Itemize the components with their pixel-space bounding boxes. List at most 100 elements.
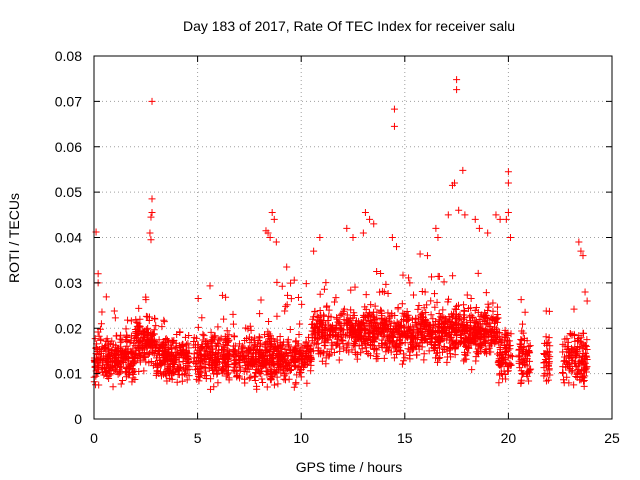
- data-point: [517, 379, 525, 387]
- data-point: [283, 301, 291, 309]
- data-point: [268, 373, 276, 381]
- data-point: [262, 363, 270, 371]
- data-point: [572, 349, 580, 357]
- data-point: [316, 290, 324, 298]
- data-point: [583, 356, 591, 364]
- data-point: [560, 379, 568, 387]
- data-point: [319, 332, 327, 340]
- data-point: [192, 366, 200, 374]
- data-point: [380, 354, 388, 362]
- data-point: [287, 295, 295, 303]
- data-point: [115, 357, 123, 365]
- data-point: [185, 349, 193, 357]
- data-point: [324, 332, 332, 340]
- data-point: [370, 346, 378, 354]
- data-point: [481, 348, 489, 356]
- data-point: [519, 329, 527, 337]
- data-point: [330, 298, 338, 306]
- data-point: [147, 357, 155, 365]
- data-point: [292, 380, 300, 388]
- data-point: [338, 326, 346, 334]
- data-point: [540, 350, 548, 358]
- data-point: [489, 307, 497, 315]
- data-point: [348, 333, 356, 341]
- data-point: [156, 343, 164, 351]
- data-point: [250, 372, 258, 380]
- data-point: [302, 338, 310, 346]
- data-point: [282, 376, 290, 384]
- y-tick-label: 0.04: [55, 230, 82, 246]
- data-point: [117, 338, 125, 346]
- data-point: [131, 354, 139, 362]
- data-point: [460, 301, 468, 309]
- data-point: [460, 357, 468, 365]
- data-point: [487, 348, 495, 356]
- data-point: [580, 329, 588, 337]
- axis-ticks: [93, 55, 613, 420]
- data-point: [221, 344, 229, 352]
- data-point: [269, 335, 277, 343]
- data-point: [474, 269, 482, 277]
- data-point: [220, 315, 228, 323]
- data-point: [377, 269, 385, 277]
- data-point: [310, 313, 318, 321]
- data-point: [520, 360, 528, 368]
- data-point: [567, 344, 575, 352]
- data-point: [435, 309, 443, 317]
- data-point: [270, 381, 278, 389]
- data-point: [501, 326, 509, 334]
- data-point: [124, 316, 132, 324]
- data-point: [526, 349, 534, 357]
- data-point: [389, 325, 397, 333]
- data-point: [496, 215, 504, 223]
- data-point: [355, 342, 363, 350]
- data-point: [205, 365, 213, 373]
- data-point: [280, 375, 288, 383]
- data-point: [420, 350, 428, 358]
- data-point: [420, 356, 428, 364]
- data-point: [382, 326, 390, 334]
- data-point: [290, 383, 298, 391]
- data-point: [327, 345, 335, 353]
- data-point: [257, 296, 265, 304]
- data-point: [367, 323, 375, 331]
- data-point: [363, 320, 371, 328]
- data-point: [570, 381, 578, 389]
- data-point: [244, 325, 252, 333]
- data-point: [561, 357, 569, 365]
- data-point: [414, 305, 422, 313]
- data-point: [490, 319, 498, 327]
- data-point: [431, 303, 439, 311]
- data-point: [97, 320, 105, 328]
- data-point: [247, 356, 255, 364]
- data-point: [401, 331, 409, 339]
- data-point: [490, 334, 498, 342]
- data-point: [267, 340, 275, 348]
- data-point: [459, 339, 467, 347]
- data-point: [418, 309, 426, 317]
- data-point: [443, 336, 451, 344]
- data-point: [517, 376, 525, 384]
- x-tick-label: 15: [397, 430, 413, 446]
- data-point: [453, 86, 461, 94]
- data-point: [335, 356, 343, 364]
- data-point: [94, 270, 102, 278]
- data-point: [190, 337, 198, 345]
- data-point: [122, 356, 130, 364]
- data-point: [256, 310, 264, 318]
- data-point: [370, 220, 378, 228]
- data-point: [282, 302, 290, 310]
- data-point: [284, 291, 292, 299]
- data-point: [288, 349, 296, 357]
- data-point: [570, 305, 578, 313]
- data-point: [262, 343, 270, 351]
- data-point: [265, 317, 273, 325]
- data-point: [201, 353, 209, 361]
- data-point: [519, 320, 527, 328]
- data-point: [406, 279, 414, 287]
- data-point: [446, 330, 454, 338]
- data-point: [111, 366, 119, 374]
- data-point: [406, 339, 414, 347]
- y-tick-label: 0.05: [55, 184, 82, 200]
- data-point: [432, 224, 440, 232]
